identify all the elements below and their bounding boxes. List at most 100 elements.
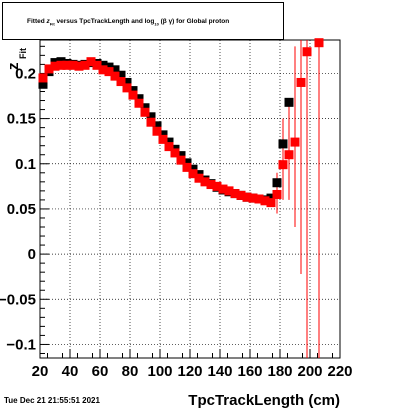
black-marker xyxy=(98,60,108,70)
red-marker xyxy=(50,61,60,71)
black-marker xyxy=(110,65,120,75)
axis-ticks xyxy=(39,45,341,358)
x-tick-label: 40 xyxy=(62,363,79,380)
red-marker xyxy=(266,198,276,208)
black-marker xyxy=(104,62,114,72)
title-suffix: for Global proton xyxy=(176,18,230,25)
x-tick-label: 160 xyxy=(237,363,262,380)
black-marker xyxy=(266,193,276,203)
x-axis-label: TpcTrackLength (cm) xyxy=(188,392,340,409)
red-marker xyxy=(68,60,78,70)
red-marker xyxy=(38,73,48,83)
red-marker xyxy=(158,134,168,144)
tick-labels: 20 40 60 80 100 120 140 160 180 200 220 −0.1 −0.05 0 0… xyxy=(0,65,353,380)
red-marker xyxy=(110,71,120,81)
x-tick-label: 60 xyxy=(92,363,109,380)
red-marker xyxy=(134,98,144,108)
red-marker xyxy=(278,160,288,170)
red-marker xyxy=(302,47,312,57)
y-tick-label: −0.05 xyxy=(0,291,36,308)
x-tick-label: 20 xyxy=(32,363,49,380)
black-marker xyxy=(158,130,168,140)
y-axis-label-group: z Fit xyxy=(5,48,28,70)
red-marker xyxy=(194,173,204,183)
red-marker xyxy=(146,117,156,127)
red-marker xyxy=(56,60,66,70)
title-box: Fitted zFit versus TpcTrackLength and lo… xyxy=(2,2,284,40)
red-marker xyxy=(116,77,126,87)
red-marker xyxy=(248,193,258,203)
black-marker xyxy=(182,158,192,168)
red-marker xyxy=(218,184,228,194)
red-marker xyxy=(98,65,108,75)
y-axis-label: z xyxy=(5,63,22,71)
title-prefix: Fitted xyxy=(27,18,45,25)
red-marker xyxy=(206,180,216,190)
black-marker xyxy=(164,137,174,147)
x-tick-label: 120 xyxy=(177,363,202,380)
red-marker xyxy=(74,61,84,71)
x-tick-label: 100 xyxy=(147,363,172,380)
red-marker xyxy=(224,186,234,196)
red-marker xyxy=(200,177,210,187)
black-marker xyxy=(278,139,288,149)
red-marker xyxy=(170,148,180,158)
red-marker xyxy=(284,150,294,160)
data-points xyxy=(38,38,324,208)
red-marker xyxy=(314,38,324,48)
red-marker xyxy=(128,90,138,100)
red-marker xyxy=(236,190,246,200)
y-tick-label: 0.2 xyxy=(15,65,36,82)
red-marker xyxy=(254,194,264,204)
black-marker xyxy=(134,94,144,104)
title-middle: versus TpcTrackLength and log xyxy=(56,18,155,25)
red-marker xyxy=(80,60,90,70)
red-marker xyxy=(152,126,162,136)
x-tick-label: 200 xyxy=(297,363,322,380)
x-tick-label: 80 xyxy=(122,363,139,380)
red-marker xyxy=(44,64,54,74)
x-tick-label: 180 xyxy=(267,363,292,380)
red-marker xyxy=(272,189,282,199)
red-marker xyxy=(188,169,198,179)
y-tick-label: −0.1 xyxy=(6,336,36,353)
red-marker xyxy=(230,189,240,199)
red-marker xyxy=(242,192,252,202)
title-z-sub: Fit xyxy=(49,21,55,27)
red-marker xyxy=(92,60,102,70)
x-tick-label: 220 xyxy=(327,363,352,380)
title-log-sub: 10 xyxy=(154,21,159,27)
y-tick-label: 0 xyxy=(28,246,36,263)
error-bars xyxy=(276,40,320,358)
y-tick-label: 0.05 xyxy=(7,201,36,218)
plot-title: Fitted zFit versus TpcTrackLength and lo… xyxy=(27,18,229,26)
black-marker xyxy=(116,70,126,80)
red-marker xyxy=(140,107,150,117)
red-marker xyxy=(176,155,186,165)
red-marker xyxy=(290,137,300,147)
red-marker xyxy=(122,83,132,93)
timestamp: Tue Dec 21 21:55:51 2021 xyxy=(4,396,100,405)
black-marker xyxy=(122,77,132,87)
black-marker xyxy=(38,79,48,89)
black-marker xyxy=(284,97,294,107)
black-marker xyxy=(176,151,186,161)
y-axis-label-sub: Fit xyxy=(18,48,28,59)
black-marker xyxy=(128,86,138,96)
y-tick-label: 0.1 xyxy=(15,156,36,173)
y-tick-label: 0.15 xyxy=(7,111,36,128)
black-marker xyxy=(152,121,162,131)
red-marker xyxy=(212,181,222,191)
red-marker xyxy=(86,57,96,67)
red-marker xyxy=(296,77,306,87)
red-marker xyxy=(62,60,72,70)
red-marker xyxy=(260,196,270,206)
black-marker xyxy=(146,112,156,122)
black-marker xyxy=(272,178,282,188)
black-marker xyxy=(140,103,150,113)
black-marker xyxy=(188,164,198,174)
red-marker xyxy=(182,162,192,172)
title-log-arg: (β γ) xyxy=(160,18,175,25)
red-marker xyxy=(104,67,114,77)
